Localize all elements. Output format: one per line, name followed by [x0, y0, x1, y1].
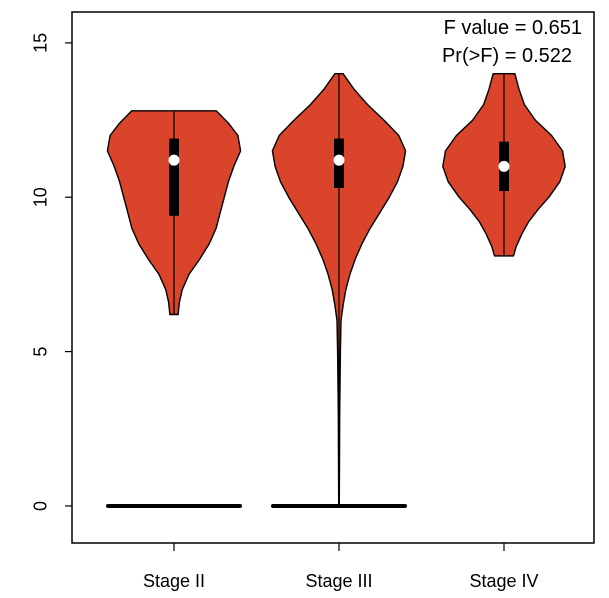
violin-group-1	[106, 110, 242, 508]
y-tick-label: 0	[31, 501, 51, 511]
median-point	[498, 160, 510, 172]
violin-group-3	[442, 73, 566, 257]
iqr-box	[169, 138, 179, 216]
median-point	[168, 154, 180, 166]
y-axis: 0 5 10 15	[31, 33, 72, 511]
y-tick-label: 10	[31, 187, 51, 207]
y-tick-label: 5	[31, 347, 51, 357]
violin-group-2	[271, 73, 407, 508]
violin-layer	[106, 73, 566, 508]
plot-frame	[71, 11, 595, 544]
x-tick-label: Stage IV	[469, 571, 538, 591]
annotation-f-value: F value = 0.651	[444, 17, 582, 39]
annotation-p-value: Pr(>F) = 0.522	[442, 45, 572, 67]
x-tick-label: Stage II	[143, 571, 205, 591]
median-point	[333, 154, 345, 166]
y-tick-label: 15	[31, 33, 51, 53]
x-axis: Stage II Stage III Stage IV	[143, 543, 539, 591]
x-tick-label: Stage III	[305, 571, 372, 591]
